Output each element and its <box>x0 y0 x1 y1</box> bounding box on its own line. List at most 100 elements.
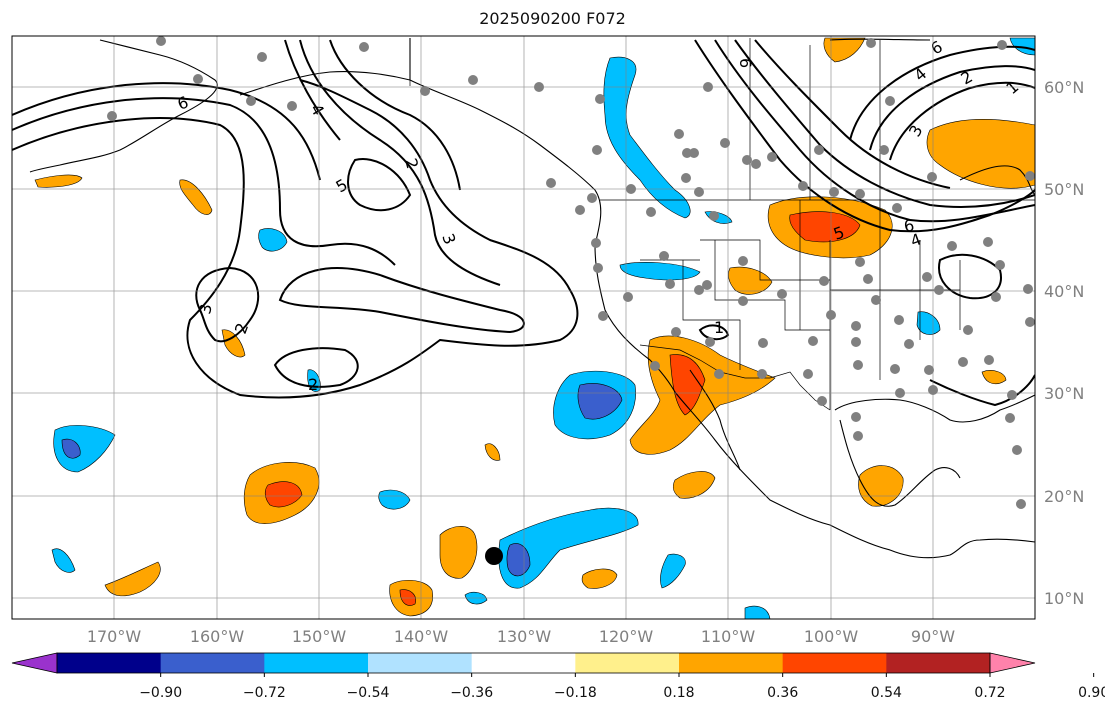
station-dot <box>997 40 1007 50</box>
contour-line <box>938 253 1002 300</box>
station-dot <box>626 184 636 194</box>
lon-tick-label: 170°W <box>87 627 142 646</box>
contour-line <box>889 81 1035 161</box>
contour-line <box>734 39 1035 208</box>
station-dot <box>1023 284 1033 294</box>
station-dot <box>689 148 699 158</box>
station-dot <box>591 238 601 248</box>
station-dot <box>1005 413 1015 423</box>
station-dot <box>1012 445 1022 455</box>
positive-region <box>629 335 776 455</box>
station-dot <box>826 310 836 320</box>
lon-tick-label: 90°W <box>911 627 955 646</box>
lat-tick-label: 20°N <box>1044 487 1084 506</box>
station-dot <box>895 388 905 398</box>
station-dot <box>808 336 818 346</box>
station-dot <box>595 94 605 104</box>
station-dot <box>757 369 767 379</box>
station-dot <box>650 361 660 371</box>
positive-region <box>484 443 501 461</box>
colorbar-segment <box>57 653 162 673</box>
station-dot <box>890 364 900 374</box>
map-frame <box>11 35 1036 620</box>
station-dot <box>777 289 787 299</box>
station-dot <box>885 96 895 106</box>
station-dot <box>934 285 944 295</box>
contour-label: 2 <box>308 375 318 394</box>
station-dot <box>991 292 1001 302</box>
station-dot <box>709 211 719 221</box>
contour-label: 6 <box>902 215 915 235</box>
positive-region <box>823 37 866 63</box>
contour-line <box>754 39 951 189</box>
contour-line <box>849 45 1035 141</box>
station-dot <box>751 159 761 169</box>
colorbar-segment <box>575 653 680 673</box>
negative-region-core <box>61 438 81 459</box>
lon-tick-label: 120°W <box>599 627 654 646</box>
lat-tick-label: 10°N <box>1044 589 1084 608</box>
station-dot <box>798 181 808 191</box>
contour-label: 3 <box>195 302 215 315</box>
station-dot <box>681 173 691 183</box>
station-dot <box>592 145 602 155</box>
lon-tick-label: 160°W <box>190 627 245 646</box>
lon-tick-label: 150°W <box>292 627 347 646</box>
negative-region <box>603 56 691 219</box>
colorbar-segment <box>368 653 473 673</box>
station-dot <box>593 263 603 273</box>
contour-line <box>329 39 461 191</box>
colorbar-segment <box>471 653 576 673</box>
colorbar-label: 0.36 <box>767 685 798 701</box>
contour-lines <box>12 39 1035 407</box>
station-dot <box>758 338 768 348</box>
colorbar-frame <box>56 652 991 674</box>
station-dot <box>829 187 839 197</box>
station-dot <box>814 145 824 155</box>
station-dot <box>246 96 256 106</box>
contour-label: 2 <box>401 156 422 171</box>
negative-region <box>498 507 639 589</box>
station-dot <box>853 360 863 370</box>
station-dot <box>894 315 904 325</box>
station-dot <box>107 111 117 121</box>
station-dot <box>665 279 675 289</box>
station-dot <box>587 193 597 203</box>
positive-region <box>981 370 1007 385</box>
contour-label: 1 <box>714 318 724 337</box>
station-dot <box>927 172 937 182</box>
station-dot <box>287 101 297 111</box>
station-dot <box>702 280 712 290</box>
colorbar-label: −0.90 <box>139 685 182 701</box>
station-dot <box>922 272 932 282</box>
contour-label: 6 <box>736 58 755 68</box>
lat-tick-label: 50°N <box>1044 180 1084 199</box>
negative-region <box>916 311 941 335</box>
station-dot <box>879 145 889 155</box>
station-dot <box>851 321 861 331</box>
station-dot <box>924 365 934 375</box>
station-dot <box>871 295 881 305</box>
station-dot <box>851 412 861 422</box>
positive-region <box>104 561 161 597</box>
negative-region <box>51 548 76 573</box>
station-dot <box>963 325 973 335</box>
contour-line <box>12 79 579 399</box>
station-dot <box>546 178 556 188</box>
colorbar-label: 0.90 <box>1078 685 1105 701</box>
station-dot <box>742 155 752 165</box>
negative-region-core <box>577 383 623 420</box>
shaded-anomaly-regions <box>34 37 1035 619</box>
station-dot <box>468 75 478 85</box>
longitude-ticks: 170°W 160°W 150°W 140°W 130°W 120°W 110°… <box>87 627 955 646</box>
colorbar-segment <box>782 653 887 673</box>
station-dot <box>892 203 902 213</box>
contour-line <box>284 39 341 141</box>
colorbar-extend-low <box>11 652 58 674</box>
colorbar-label: 0.54 <box>871 685 902 701</box>
colorbar-label: 0.18 <box>663 685 694 701</box>
colorbar-segment <box>160 653 265 673</box>
station-dot <box>767 152 777 162</box>
station-dot <box>1025 317 1035 327</box>
